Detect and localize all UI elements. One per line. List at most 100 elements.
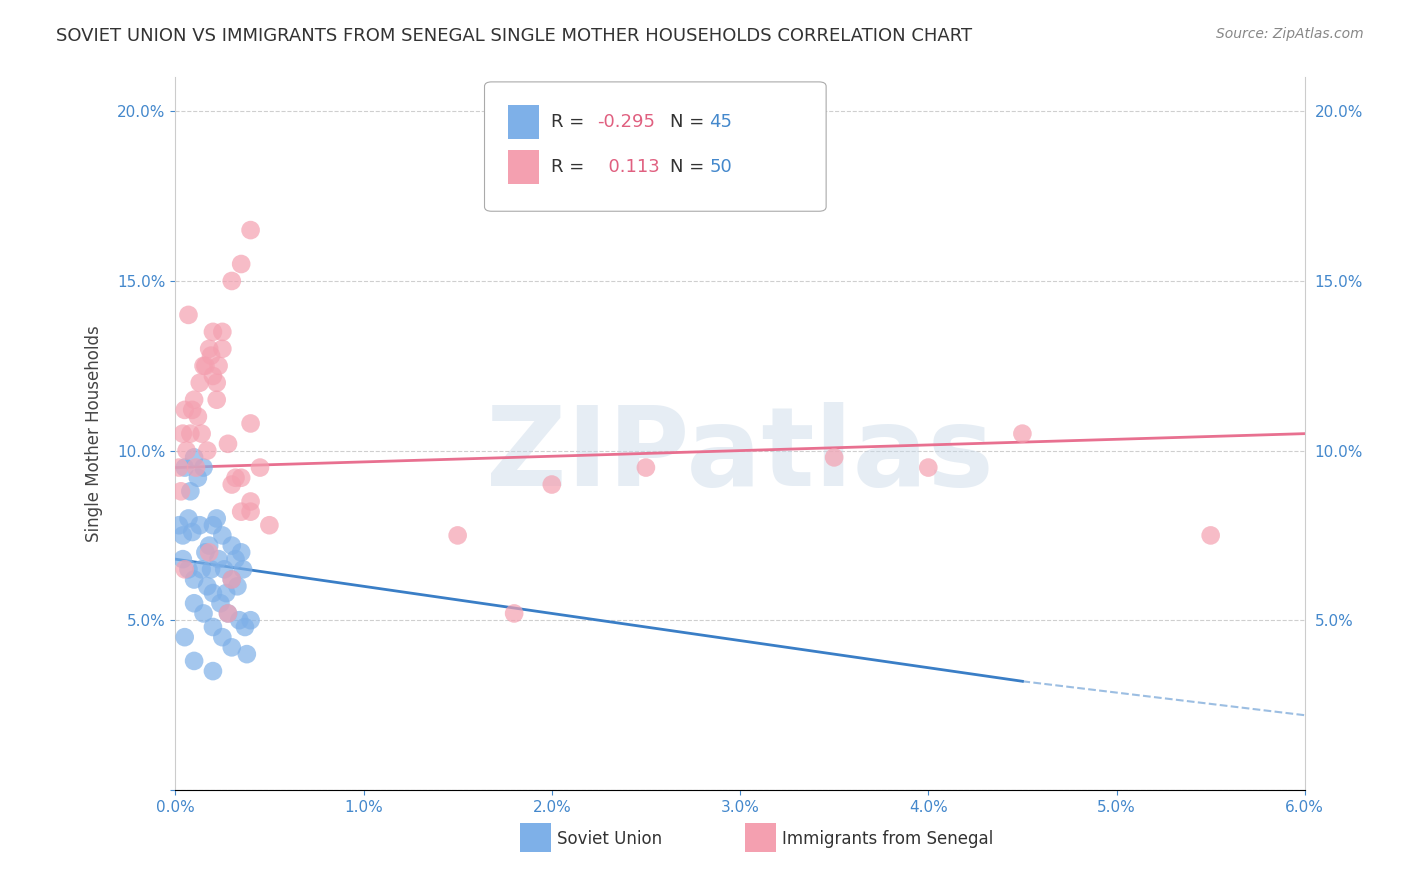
Point <box>200 562 222 576</box>
Point <box>232 562 254 576</box>
Point <box>167 518 190 533</box>
Point <box>823 450 845 465</box>
Point <box>177 562 200 576</box>
Point <box>179 484 201 499</box>
Point <box>217 607 239 621</box>
Text: SOVIET UNION VS IMMIGRANTS FROM SENEGAL SINGLE MOTHER HOUSEHOLDS CORRELATION CHA: SOVIET UNION VS IMMIGRANTS FROM SENEGAL … <box>56 27 973 45</box>
Point <box>201 325 224 339</box>
Text: Soviet Union: Soviet Union <box>557 830 662 848</box>
Point <box>200 349 222 363</box>
Text: 0.113: 0.113 <box>598 158 659 176</box>
Text: Immigrants from Senegal: Immigrants from Senegal <box>782 830 993 848</box>
Point <box>221 274 243 288</box>
Text: N =: N = <box>671 113 704 131</box>
Point <box>221 573 243 587</box>
Point <box>183 450 205 465</box>
Point <box>447 528 470 542</box>
Point <box>173 460 195 475</box>
Point <box>540 477 562 491</box>
Point <box>173 630 195 644</box>
Point <box>212 562 235 576</box>
Text: ZIPatlas: ZIPatlas <box>486 401 994 508</box>
Point <box>231 545 253 559</box>
Point <box>194 545 217 559</box>
Text: 50: 50 <box>710 158 733 176</box>
Point <box>183 392 205 407</box>
Point <box>193 460 215 475</box>
Text: R =: R = <box>551 113 583 131</box>
Point <box>183 573 205 587</box>
Point <box>194 359 217 373</box>
Point <box>190 426 212 441</box>
Point <box>211 342 233 356</box>
Point <box>198 545 221 559</box>
Point <box>205 376 228 390</box>
Point <box>207 552 229 566</box>
Point <box>205 392 228 407</box>
Point <box>1199 528 1222 542</box>
Point <box>181 403 204 417</box>
Point <box>221 573 243 587</box>
Point <box>231 257 253 271</box>
Point <box>188 376 211 390</box>
Point <box>239 223 262 237</box>
Point <box>172 426 194 441</box>
Point <box>231 471 253 485</box>
Point <box>207 359 229 373</box>
Point <box>239 494 262 508</box>
Text: 45: 45 <box>710 113 733 131</box>
Point <box>184 460 207 475</box>
Point <box>233 620 256 634</box>
Text: Source: ZipAtlas.com: Source: ZipAtlas.com <box>1216 27 1364 41</box>
Point <box>201 368 224 383</box>
Point <box>173 562 195 576</box>
Point <box>217 607 239 621</box>
Point <box>188 518 211 533</box>
Point <box>193 607 215 621</box>
Point <box>177 511 200 525</box>
Point <box>211 528 233 542</box>
Point <box>181 524 204 539</box>
Point <box>226 579 249 593</box>
Point <box>201 620 224 634</box>
Point <box>201 518 224 533</box>
Point <box>215 586 238 600</box>
Point <box>217 437 239 451</box>
Text: N =: N = <box>671 158 704 176</box>
Point <box>170 484 193 499</box>
Point <box>201 664 224 678</box>
Point <box>634 460 657 475</box>
Point <box>172 552 194 566</box>
Point <box>209 596 232 610</box>
Point <box>221 539 243 553</box>
Point <box>190 562 212 576</box>
Point <box>211 325 233 339</box>
Text: R =: R = <box>551 158 583 176</box>
Point <box>195 579 218 593</box>
Y-axis label: Single Mother Households: Single Mother Households <box>86 326 103 542</box>
Point <box>211 630 233 644</box>
Point <box>1011 426 1033 441</box>
Point <box>183 654 205 668</box>
Point <box>193 359 215 373</box>
Point <box>176 443 198 458</box>
Text: -0.295: -0.295 <box>598 113 655 131</box>
Point <box>179 426 201 441</box>
Point <box>201 586 224 600</box>
Point <box>239 417 262 431</box>
Point <box>183 596 205 610</box>
Point <box>221 477 243 491</box>
Point <box>259 518 281 533</box>
Point <box>195 443 218 458</box>
Point <box>172 528 194 542</box>
Point <box>198 342 221 356</box>
Point <box>167 460 190 475</box>
Point <box>225 471 247 485</box>
Point <box>239 505 262 519</box>
Point <box>221 640 243 655</box>
Point <box>236 647 259 661</box>
Point <box>503 607 526 621</box>
Point <box>225 552 247 566</box>
Point <box>187 409 209 424</box>
Point <box>228 613 250 627</box>
